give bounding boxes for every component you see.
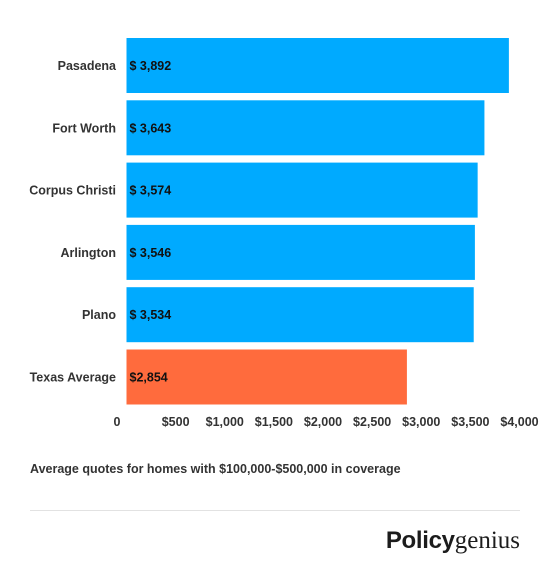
x-tick-label: $3,000	[402, 415, 440, 429]
policygenius-logo: Policy genius	[386, 527, 520, 555]
bar-pasadena	[126, 38, 509, 93]
x-tick-label: $1,000	[206, 415, 244, 429]
logo-policy-text: Policy	[385, 527, 455, 554]
category-labels: Pasadena Fort Worth Corpus Christi Arlingto…	[29, 59, 117, 385]
bars-group	[126, 38, 509, 405]
x-tick-label: $2,000	[304, 415, 342, 429]
divider	[30, 510, 520, 511]
category-label-arlington: Arlington	[60, 246, 116, 260]
bar-arlington	[126, 224, 475, 280]
value-label-fort-worth: $ 3,643	[130, 121, 172, 135]
category-label-texas-average: Texas Average	[30, 371, 116, 385]
x-tick-label: $1,500	[255, 415, 293, 429]
x-tick-label: $500	[162, 415, 190, 429]
x-tick-label: 0	[114, 415, 121, 429]
bar-corpus-christi	[126, 162, 478, 218]
category-label-fort-worth: Fort Worth	[52, 121, 116, 135]
x-tick-label: $2,500	[353, 415, 391, 429]
value-label-arlington: $ 3,546	[130, 246, 172, 260]
bar-fort-worth	[126, 100, 485, 156]
x-axis-ticks: 0 $500 $1,000 $1,500 $2,000 $2,500 $3,000 $3,50…	[114, 415, 539, 429]
category-label-pasadena: Pasadena	[58, 59, 117, 73]
value-labels: $ 3,892 $ 3,643 $ 3,574 $ 3,546 $ 3,534 $2,85…	[130, 59, 172, 385]
x-tick-label: $3,500	[451, 415, 489, 429]
value-label-texas-average: $2,854	[130, 371, 168, 385]
value-label-plano: $ 3,534	[130, 308, 172, 322]
chart-caption: Average quotes for homes with $100,000-$…	[30, 462, 401, 476]
category-label-plano: Plano	[82, 308, 116, 322]
logo-genius-text: genius	[454, 527, 520, 554]
bar-chart: Pasadena Fort Worth Corpus Christi Arlingto…	[29, 38, 539, 429]
bar-texas-average	[126, 349, 407, 405]
value-label-corpus-christi: $ 3,574	[130, 184, 172, 198]
bar-plano	[126, 287, 474, 343]
category-label-corpus-christi: Corpus Christi	[29, 184, 116, 198]
x-tick-label: $4,000	[500, 415, 538, 429]
value-label-pasadena: $ 3,892	[130, 59, 172, 73]
